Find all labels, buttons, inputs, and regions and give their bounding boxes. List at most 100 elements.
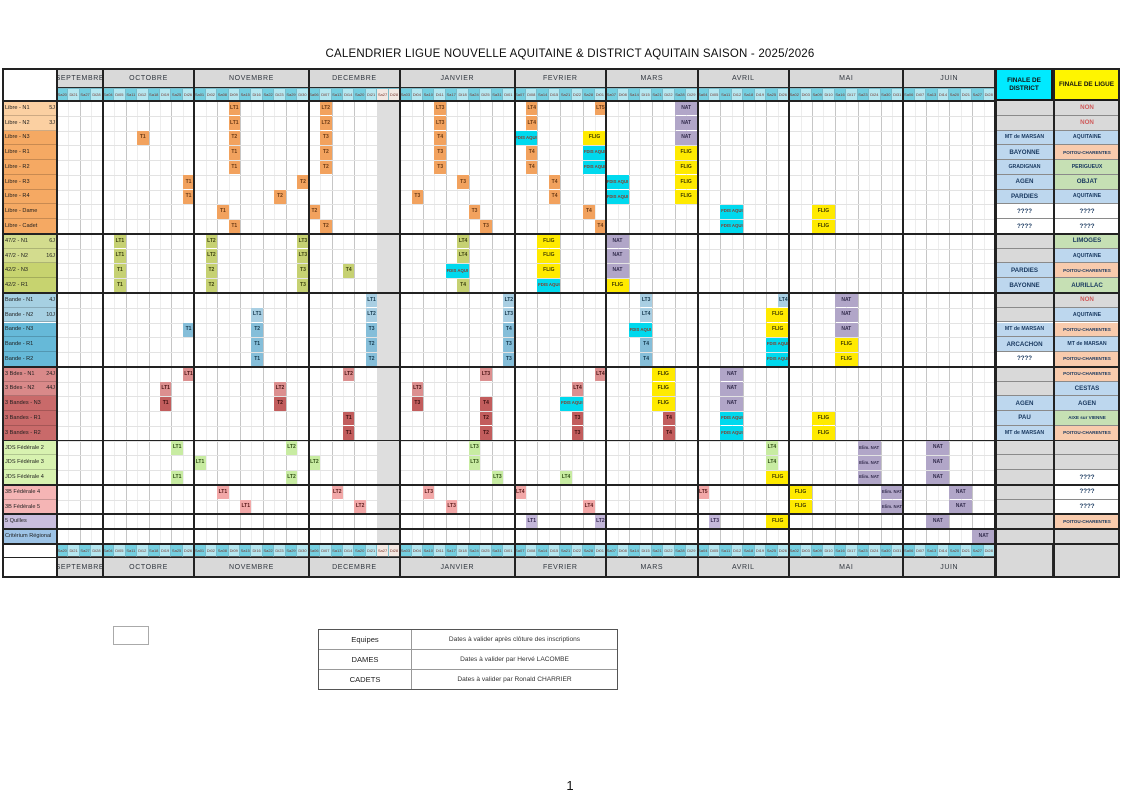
calendar-cell-t4: T4	[434, 131, 446, 145]
calendar-cell-elim-nat: Elim. NAT	[880, 485, 904, 500]
date-cell: Sa29	[285, 544, 298, 557]
finale-district-cell	[995, 248, 1053, 264]
row-label: Bande - N2 10J	[2, 307, 57, 323]
row-label: 3 Bdes - N2 44J	[2, 381, 57, 397]
finale-ligue-cell: AQUITAINE	[1053, 248, 1120, 264]
month-header-novembre: NOVEMBRE	[194, 68, 309, 88]
calendar-cell-lt1: LT1	[228, 101, 241, 116]
calendar-cell-t2: T2	[205, 278, 218, 293]
calendar-cell-fdis-aqui: FDIS AQUI	[720, 426, 744, 441]
month-header-mars: MARS	[606, 68, 698, 88]
date-cell: Di23	[274, 544, 286, 557]
calendar-cell-lt2: LT2	[205, 249, 218, 263]
calendar-cell-flig: FLIG	[651, 396, 675, 411]
finale-ligue-cell: NON	[1053, 101, 1120, 116]
calendar-cell-fdis-aqui: FDIS AQUI	[720, 219, 744, 234]
finale-district-cell: GRADIGNAN	[995, 160, 1053, 175]
calendar-cell-flig: FLIG	[811, 426, 835, 441]
finale-ligue-cell	[1053, 455, 1120, 471]
calendar-cell-flig: FLIG	[674, 190, 698, 204]
calendar-cell-t4: T4	[548, 175, 561, 190]
calendar-cell-lt2: LT2	[354, 500, 366, 514]
calendar-cell-lt3: LT3	[411, 382, 424, 396]
row-label: Libre - N3	[2, 130, 57, 146]
calendar-cell-fdis-aqui: FDIS AQUI	[537, 278, 561, 293]
finale-ligue-cell: AURILLAC	[1053, 278, 1120, 293]
date-cell: Sa16	[834, 544, 847, 557]
month-header-mai: MAI	[789, 68, 904, 88]
legend-row: DAMES Dates à valider par Hervé LACOMBE	[319, 650, 617, 670]
month-border	[696, 68, 699, 577]
gridline	[57, 219, 995, 221]
calendar-cell-t2: T2	[251, 323, 263, 337]
gridline	[57, 174, 995, 176]
calendar-cell-lt1: LT1	[228, 116, 241, 131]
calendar-cell-flig: FLIG	[766, 514, 790, 529]
finale-ligue-cell	[1053, 440, 1120, 456]
calendar-cell-nat: NAT	[720, 367, 744, 382]
date-cell: Sa10	[423, 544, 435, 557]
month-footer-janvier: JANVIER	[400, 557, 515, 577]
calendar-cell-lt4: LT4	[457, 234, 469, 249]
row-label: Libre - Dame	[2, 204, 57, 220]
date-cell: Di12	[137, 544, 149, 557]
calendar-cell-nat: NAT	[949, 500, 973, 514]
calendar-cell-lt3: LT3	[445, 500, 458, 514]
finale-district-cell	[995, 529, 1053, 544]
calendar-cell-flig: FLIG	[674, 175, 698, 190]
date-cell: Di11	[434, 544, 446, 557]
row-label: Libre - N2 3J	[2, 115, 57, 131]
calendar-cell-t2: T2	[320, 160, 332, 175]
calendar-cell-lt2: LT2	[331, 485, 343, 500]
month-border	[788, 68, 791, 577]
table-border	[2, 100, 995, 102]
table-border	[2, 576, 1120, 578]
calendar-cell-flig: FLIG	[606, 278, 629, 293]
finale-ligue-header: FINALE DE LIGUE	[1053, 68, 1120, 101]
page-number: 1	[566, 778, 574, 793]
calendar-cell-t2: T2	[365, 352, 378, 367]
finale-district-cell: ????	[995, 219, 1053, 234]
finale-ligue-cell: POITOU-CHARENTES	[1053, 514, 1120, 530]
finale-district-cell	[995, 440, 1053, 456]
calendar-cell-flig: FLIG	[766, 470, 790, 485]
date-cell: Sa20	[949, 544, 961, 557]
calendar-cell-t1: T1	[137, 131, 149, 145]
month-header-decembre: DECEMBRE	[308, 68, 401, 88]
finale-district-cell: MT de MARSAN	[995, 130, 1053, 146]
calendar-cell-nat: NAT	[834, 308, 858, 322]
calendar-cell-t1: T1	[342, 411, 355, 426]
calendar-cell-fdis-aqui: FDIS AQUI	[445, 263, 469, 278]
calendar-cell-nat: NAT	[720, 382, 744, 396]
date-cell: Di07	[914, 544, 927, 557]
finale-ligue-cell: POITOU-CHARENTES	[1053, 366, 1120, 382]
page-title: CALENDRIER LIGUE NOUVELLE AQUITAINE & DI…	[325, 48, 815, 60]
date-cell: Sa03	[400, 544, 412, 557]
month-border	[307, 68, 310, 577]
calendar-cell-t3: T3	[320, 131, 332, 145]
calendar-cell-nat: NAT	[606, 263, 629, 278]
date-cell: Sa13	[926, 544, 938, 557]
date-cell: Sa22	[262, 544, 275, 557]
calendar-cell-nat: NAT	[926, 441, 950, 455]
calendar-cell-nat: NAT	[606, 234, 629, 249]
table-border	[2, 557, 995, 559]
calendar-cell-lt2: LT2	[342, 367, 355, 382]
date-cell: Di21	[365, 544, 378, 557]
date-cell: Di17	[846, 544, 858, 557]
calendar-cell-t3: T3	[503, 352, 515, 367]
month-footer-novembre: NOVEMBRE	[194, 557, 309, 577]
calendar-cell-lt4: LT4	[571, 382, 584, 396]
calendar-cell-lt2: LT2	[320, 101, 332, 116]
finale-ligue-cell: ????	[1053, 470, 1120, 485]
date-cell: Sa09	[811, 544, 824, 557]
month-header-septembre: SEPTEMBRE	[56, 68, 104, 88]
calendar-cell-lt3: LT3	[491, 470, 504, 485]
calendar-cell-flig: FLIG	[674, 160, 698, 175]
finale-ligue-cell: ????	[1053, 219, 1120, 234]
section-border	[2, 365, 1120, 368]
calendar-cell-lt3: LT3	[423, 485, 435, 500]
finale-district-cell: AGEN	[995, 396, 1053, 412]
table-border	[2, 68, 1120, 70]
date-cell: Sa02	[789, 544, 801, 557]
